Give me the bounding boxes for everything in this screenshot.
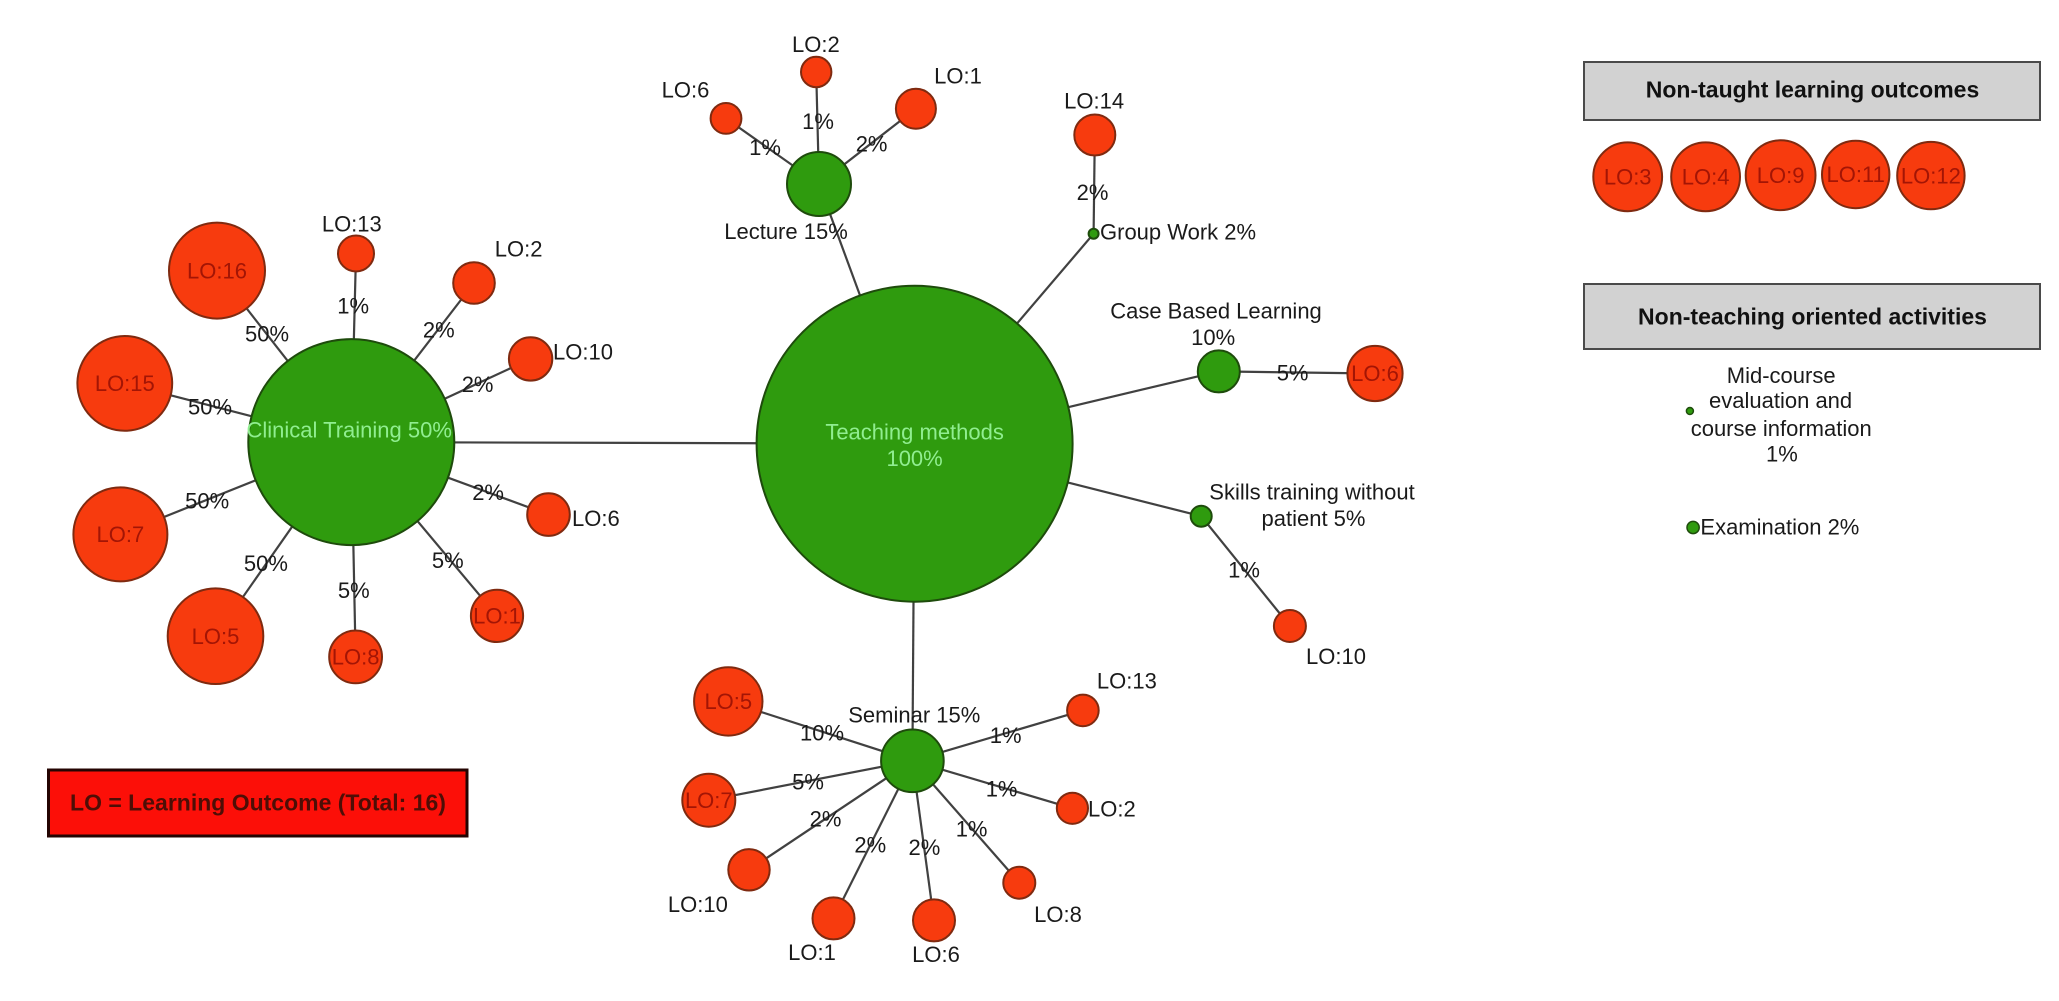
svg-text:1%: 1% xyxy=(749,135,781,160)
svg-text:1%: 1% xyxy=(802,109,834,134)
svg-text:100%: 100% xyxy=(886,446,942,471)
svg-text:LO:7: LO:7 xyxy=(97,522,145,547)
svg-text:evaluation and: evaluation and xyxy=(1709,388,1852,413)
svg-text:10%: 10% xyxy=(800,721,844,746)
svg-text:patient 5%: patient 5% xyxy=(1262,506,1366,531)
svg-text:Clinical Training 50%: Clinical Training 50% xyxy=(246,418,451,443)
svg-text:Case Based Learning: Case Based Learning xyxy=(1110,299,1322,324)
svg-text:LO:5: LO:5 xyxy=(704,689,752,714)
svg-text:LO:8: LO:8 xyxy=(332,645,380,670)
svg-text:LO:6: LO:6 xyxy=(662,78,710,103)
svg-text:LO = Learning Outcome (Total:: LO = Learning Outcome (Total: 16) xyxy=(70,790,446,816)
svg-text:5%: 5% xyxy=(1277,361,1309,386)
svg-text:5%: 5% xyxy=(792,770,824,795)
svg-text:course information: course information xyxy=(1691,416,1872,441)
svg-text:LO:11: LO:11 xyxy=(1827,162,1885,187)
svg-text:Group Work 2%: Group Work 2% xyxy=(1100,220,1256,245)
svg-text:LO:3: LO:3 xyxy=(1604,165,1652,190)
svg-text:Skills training without: Skills training without xyxy=(1209,480,1414,505)
svg-text:5%: 5% xyxy=(338,578,370,603)
svg-text:50%: 50% xyxy=(244,551,288,576)
svg-text:LO:9: LO:9 xyxy=(1757,163,1805,188)
svg-text:LO:13: LO:13 xyxy=(1097,669,1157,694)
svg-text:Seminar 15%: Seminar 15% xyxy=(848,703,980,728)
svg-text:5%: 5% xyxy=(432,548,464,573)
svg-text:LO:2: LO:2 xyxy=(1088,797,1136,822)
svg-text:Non-taught learning outcomes: Non-taught learning outcomes xyxy=(1646,77,1980,103)
svg-text:1%: 1% xyxy=(956,817,988,842)
svg-text:LO:14: LO:14 xyxy=(1064,88,1124,113)
svg-text:50%: 50% xyxy=(245,322,289,347)
svg-text:LO:2: LO:2 xyxy=(792,32,840,57)
svg-text:Mid-course: Mid-course xyxy=(1727,363,1836,388)
svg-text:2%: 2% xyxy=(909,835,941,860)
svg-text:LO:6: LO:6 xyxy=(912,942,960,967)
svg-text:2%: 2% xyxy=(423,318,455,343)
svg-text:2%: 2% xyxy=(472,480,504,505)
svg-text:Lecture 15%: Lecture 15% xyxy=(724,219,848,244)
svg-text:50%: 50% xyxy=(188,394,232,419)
svg-text:Examination 2%: Examination 2% xyxy=(1700,514,1859,539)
svg-text:Non-teaching oriented activiti: Non-teaching oriented activities xyxy=(1638,304,1987,330)
svg-text:2%: 2% xyxy=(856,132,888,157)
svg-text:1%: 1% xyxy=(337,294,369,319)
svg-text:2%: 2% xyxy=(462,372,494,397)
svg-text:1%: 1% xyxy=(990,723,1022,748)
svg-text:1%: 1% xyxy=(1228,558,1260,583)
svg-text:LO:1: LO:1 xyxy=(788,940,836,965)
svg-text:LO:13: LO:13 xyxy=(322,212,382,237)
svg-text:LO:15: LO:15 xyxy=(95,371,155,396)
svg-text:1%: 1% xyxy=(1766,442,1798,467)
svg-text:LO:10: LO:10 xyxy=(668,892,728,917)
svg-text:2%: 2% xyxy=(810,806,842,831)
svg-text:LO:1: LO:1 xyxy=(934,63,982,88)
svg-text:LO:4: LO:4 xyxy=(1682,165,1730,190)
svg-text:LO:10: LO:10 xyxy=(1306,644,1366,669)
svg-text:LO:10: LO:10 xyxy=(553,339,613,364)
svg-text:Teaching methods: Teaching methods xyxy=(825,420,1004,445)
svg-text:LO:1: LO:1 xyxy=(473,604,521,629)
svg-text:LO:5: LO:5 xyxy=(192,624,240,649)
svg-text:10%: 10% xyxy=(1191,325,1235,350)
svg-text:LO:2: LO:2 xyxy=(495,237,543,262)
svg-text:50%: 50% xyxy=(185,488,229,513)
svg-text:LO:7: LO:7 xyxy=(685,788,733,813)
svg-text:LO:8: LO:8 xyxy=(1034,902,1082,927)
svg-text:LO:16: LO:16 xyxy=(187,258,247,283)
svg-text:2%: 2% xyxy=(854,833,886,858)
svg-text:LO:6: LO:6 xyxy=(572,506,620,531)
svg-text:2%: 2% xyxy=(1077,180,1109,205)
svg-text:LO:12: LO:12 xyxy=(1901,163,1961,188)
svg-text:LO:6: LO:6 xyxy=(1351,361,1399,386)
svg-text:1%: 1% xyxy=(986,777,1018,802)
